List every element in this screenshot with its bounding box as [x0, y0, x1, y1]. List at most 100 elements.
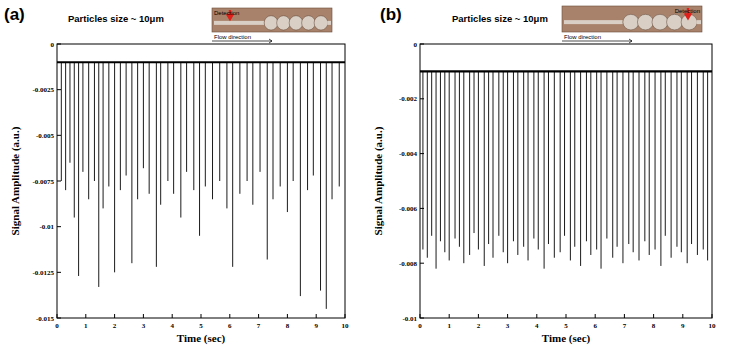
y-tick — [420, 44, 424, 45]
x-tick — [595, 314, 596, 318]
signal-spike — [665, 71, 666, 235]
inset-chamber — [277, 16, 291, 30]
signal-spike — [436, 71, 437, 268]
x-tick — [172, 314, 173, 318]
signal-spike — [488, 71, 489, 244]
inset-chamber — [652, 14, 668, 30]
y-tick-label: -0.0075 — [32, 178, 54, 186]
panel-label: (a) — [4, 5, 25, 24]
inset-channel — [564, 20, 623, 24]
signal-spike — [219, 62, 220, 181]
signal-spike — [507, 71, 508, 263]
signal-spike — [707, 71, 708, 260]
x-tick — [57, 314, 58, 318]
y-tick — [420, 208, 424, 209]
signal-spike — [590, 71, 591, 255]
signal-spike — [98, 62, 99, 287]
inset-chamber — [289, 16, 303, 30]
x-tick — [653, 314, 654, 318]
signal-spike — [167, 62, 168, 181]
signal-spike — [131, 62, 132, 263]
x-tick-label: 5 — [564, 322, 568, 330]
signal-spike — [691, 71, 692, 244]
signal-spike — [681, 71, 682, 252]
x-tick — [566, 314, 567, 318]
signal-spike — [444, 71, 445, 252]
signal-spike — [517, 71, 518, 255]
x-tick-label: 3 — [506, 322, 510, 330]
x-tick-label: 9 — [681, 322, 685, 330]
signal-spike — [137, 62, 138, 199]
channel-inset: DetectionFlow direction — [212, 8, 332, 43]
signal-spike — [307, 62, 308, 190]
signal-spike — [649, 71, 650, 255]
data-group — [57, 62, 345, 309]
inset-chamber — [264, 16, 278, 30]
annotation-detection: Detection — [675, 8, 700, 14]
signal-spike — [313, 62, 314, 175]
x-tick-label: 6 — [593, 322, 597, 330]
inset-background — [562, 6, 702, 32]
signal-spike — [431, 71, 432, 235]
signal-spike — [332, 62, 333, 199]
x-tick-label: 7 — [623, 322, 627, 330]
signal-spike — [427, 71, 428, 257]
plot-frame — [420, 44, 712, 318]
y-tick — [420, 263, 424, 264]
y-tick-label: -0.005 — [36, 132, 55, 140]
inset-channel — [696, 20, 701, 24]
figure: -0.015-0.0125-0.01-0.0075-0.005-0.002500… — [0, 0, 737, 346]
signal-spike — [82, 62, 83, 172]
x-tick-label: 3 — [142, 322, 146, 330]
signal-spike — [149, 62, 150, 194]
signal-spike — [173, 62, 174, 194]
x-tick-label: 8 — [652, 322, 656, 330]
x-tick-label: 9 — [314, 322, 318, 330]
signal-spike — [326, 62, 327, 309]
x-tick — [536, 314, 537, 318]
signal-spike — [676, 71, 677, 246]
signal-spike — [671, 71, 672, 257]
x-tick-label: 0 — [418, 322, 422, 330]
x-axis-title: Time (sec) — [542, 332, 591, 345]
signal-spike — [459, 71, 460, 246]
x-tick-label: 5 — [199, 322, 203, 330]
panel: -0.01-0.008-0.006-0.004-0.00200123456789… — [372, 5, 716, 345]
signal-spike — [239, 62, 240, 194]
signal-spike — [570, 71, 571, 260]
signal-spike — [65, 62, 66, 190]
signal-spike — [61, 62, 62, 181]
signal-spike — [232, 62, 233, 267]
annotation-flow: Flow direction — [214, 34, 251, 40]
x-tick-label: 2 — [113, 322, 117, 330]
signal-spike — [205, 62, 206, 186]
x-tick — [316, 314, 317, 318]
x-tick-label: 1 — [447, 322, 451, 330]
data-group — [420, 71, 712, 268]
signal-spike — [186, 62, 187, 172]
signal-spike — [493, 71, 494, 257]
signal-spike — [703, 71, 704, 249]
signal-spike — [586, 71, 587, 241]
y-tick-label: 0 — [414, 41, 418, 49]
signal-spike — [474, 71, 475, 233]
signal-baseline — [57, 61, 345, 63]
signal-spike — [69, 62, 70, 162]
signal-spike — [103, 62, 104, 208]
inset-channel — [214, 21, 264, 25]
signal-spike — [94, 62, 95, 181]
signal-spike — [287, 62, 288, 212]
subtitle: Particles size ~ 10μm — [452, 13, 548, 24]
signal-spike — [273, 62, 274, 199]
x-tick-label: 0 — [55, 322, 59, 330]
y-tick-label: -0.006 — [399, 205, 418, 213]
signal-spike — [513, 71, 514, 241]
signal-spike — [601, 71, 602, 268]
flow-arrow — [212, 39, 272, 43]
signal-spike — [193, 62, 194, 190]
signal-spike — [503, 71, 504, 252]
signal-spike — [574, 71, 575, 246]
x-tick — [449, 314, 450, 318]
x-tick — [478, 314, 479, 318]
panel: -0.015-0.0125-0.01-0.0075-0.005-0.002500… — [4, 5, 349, 345]
